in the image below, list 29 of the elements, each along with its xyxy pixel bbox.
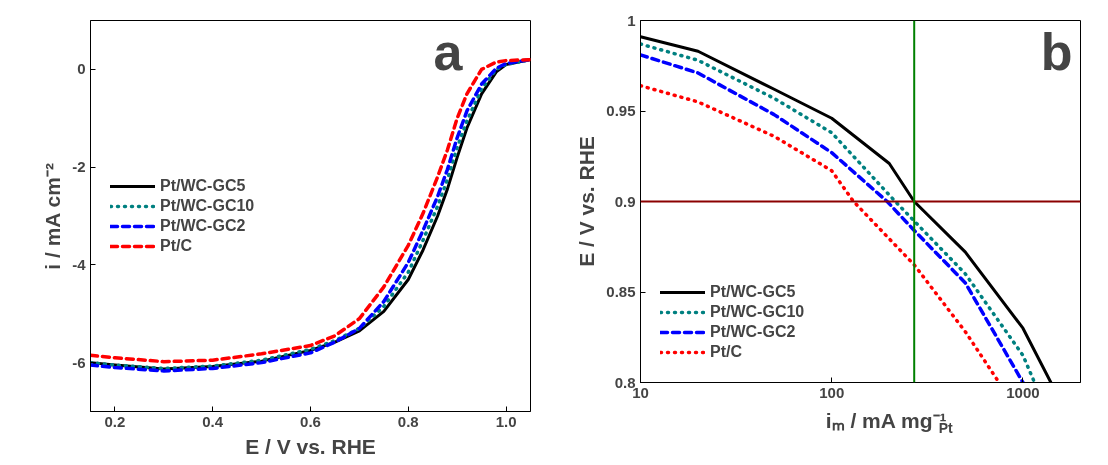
y-tick-label: -6 (72, 353, 86, 371)
x-tick-label: 0.4 (202, 412, 224, 430)
y-tick-label: 0.9 (614, 192, 636, 210)
y-tick-label: -2 (72, 158, 86, 176)
y-axis-title: i / mA cm⁻² (41, 163, 65, 270)
x-axis-title: E / V vs. RHE (245, 434, 376, 458)
legend-label: Pt/WC-GC2 (160, 216, 246, 235)
annotation: a (433, 22, 464, 81)
legend-label: Pt/WC-GC10 (710, 303, 805, 321)
legend-label: Pt/WC-GC5 (710, 283, 796, 301)
x-tick-label: 1000 (1006, 383, 1040, 401)
x-tick-label: 100 (819, 383, 845, 401)
legend-label: Pt/WC-GC10 (160, 196, 255, 215)
annotation: b (1040, 22, 1073, 81)
x-tick-label: 0.6 (300, 412, 321, 430)
legend-label: Pt/WC-GC2 (710, 323, 796, 341)
x-tick-label: 0.2 (104, 412, 126, 430)
y-tick-label: -4 (72, 255, 87, 273)
y-tick-label: 0 (77, 60, 86, 78)
y-tick-label: 0.95 (606, 102, 636, 119)
y-tick-label: 1 (627, 11, 636, 29)
legend-label: Pt/C (160, 236, 192, 255)
x-tick-label: 1.0 (495, 412, 517, 430)
legend-label: Pt/WC-GC5 (160, 176, 246, 195)
x-axis-title: iₘ / mA mg⁻¹Pt (825, 409, 954, 436)
legend-label: Pt/C (710, 343, 742, 361)
x-tick-label: 0.8 (397, 412, 419, 430)
y-tick-label: 0.85 (606, 283, 636, 300)
y-axis-title: E / V vs. RHE (575, 136, 599, 267)
